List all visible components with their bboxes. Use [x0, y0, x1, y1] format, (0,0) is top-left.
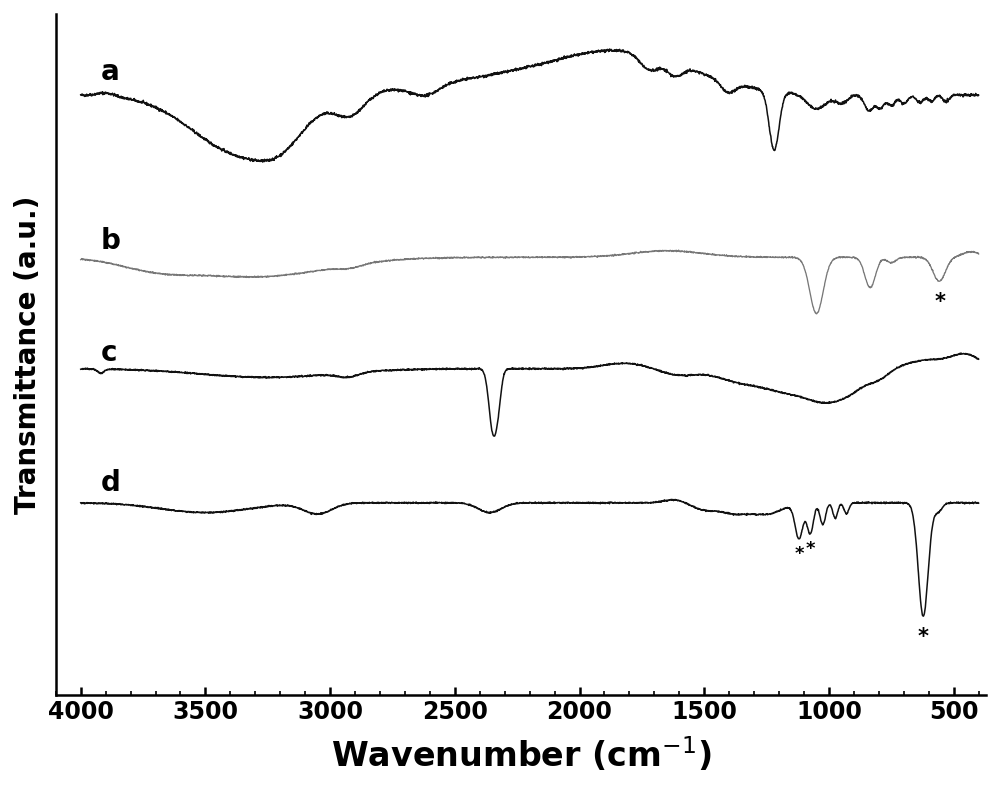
- Text: *: *: [794, 545, 804, 563]
- Text: *: *: [918, 627, 929, 647]
- Text: c: c: [101, 339, 117, 366]
- Text: a: a: [101, 58, 119, 86]
- Text: b: b: [101, 227, 121, 255]
- X-axis label: Wavenumber (cm$^{-1}$): Wavenumber (cm$^{-1}$): [331, 735, 711, 774]
- Y-axis label: Transmittance (a.u.): Transmittance (a.u.): [14, 195, 42, 514]
- Text: d: d: [101, 469, 121, 496]
- Text: *: *: [806, 540, 815, 558]
- Text: *: *: [934, 292, 945, 312]
